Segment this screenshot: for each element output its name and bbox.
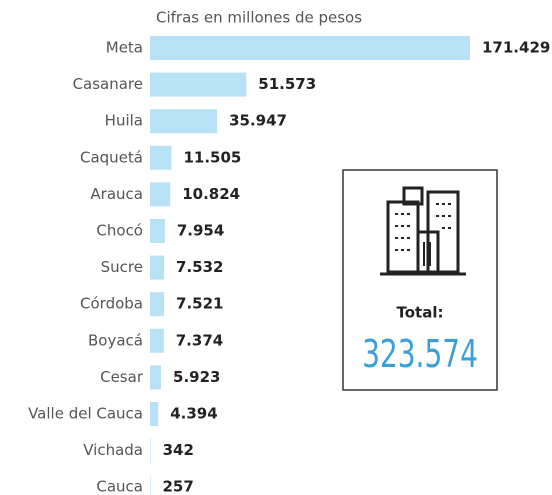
category-label: Casanare	[73, 75, 143, 93]
bar	[150, 255, 165, 280]
category-label: Valle del Cauca	[28, 405, 143, 423]
bar	[150, 182, 171, 207]
total-frame	[342, 169, 498, 391]
value-label: 7.521	[176, 295, 223, 313]
value-label: 7.532	[176, 258, 223, 276]
category-label: Huila	[105, 112, 143, 130]
total-label: Total:	[397, 304, 444, 322]
bar	[150, 292, 165, 317]
chart-subtitle: Cifras en millones de pesos	[156, 9, 362, 27]
bar	[150, 438, 151, 463]
value-label: 10.824	[182, 185, 240, 203]
total-box: Total: 323.574	[342, 169, 498, 391]
category-label: Cesar	[100, 368, 144, 386]
category-label: Vichada	[83, 441, 143, 459]
value-label: 5.923	[173, 368, 220, 386]
value-label: 7.954	[177, 222, 224, 240]
buildings-icon	[380, 186, 466, 276]
bar	[150, 72, 247, 97]
category-label: Chocó	[96, 222, 143, 240]
value-label: 51.573	[258, 75, 316, 93]
value-label: 257	[162, 478, 193, 495]
value-label: 342	[163, 441, 194, 459]
bar	[150, 145, 172, 170]
category-label: Córdoba	[80, 295, 143, 313]
value-label: 7.374	[176, 331, 223, 349]
total-value: 323.574	[362, 333, 478, 377]
value-label: 35.947	[229, 112, 287, 130]
value-label: 171.429	[482, 39, 550, 57]
category-label: Cauca	[96, 478, 143, 495]
bar	[150, 219, 165, 243]
bar	[150, 36, 470, 60]
value-label: 4.394	[170, 405, 217, 423]
bar	[150, 365, 162, 390]
category-label: Boyacá	[88, 331, 143, 349]
category-label: Sucre	[101, 258, 143, 276]
bar	[150, 402, 159, 426]
category-label: Meta	[106, 39, 143, 57]
category-label: Caquetá	[80, 148, 143, 166]
category-label: Arauca	[90, 185, 143, 203]
bar	[150, 109, 218, 134]
value-label: 11.505	[183, 148, 241, 166]
bar	[150, 328, 164, 353]
